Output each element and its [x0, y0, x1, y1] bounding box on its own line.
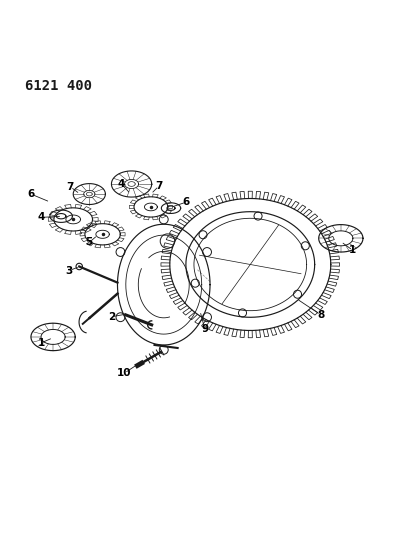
Text: 9: 9 [201, 324, 208, 334]
Text: 6: 6 [183, 197, 190, 207]
Text: 1: 1 [38, 338, 44, 348]
Text: 6121 400: 6121 400 [25, 79, 92, 93]
Text: 2: 2 [108, 312, 115, 322]
Text: 7: 7 [67, 182, 74, 192]
Text: 8: 8 [317, 310, 324, 320]
Text: 6: 6 [27, 189, 35, 199]
Text: 5: 5 [86, 237, 93, 247]
Text: 4: 4 [118, 179, 125, 189]
Text: 4: 4 [37, 213, 45, 222]
Text: 1: 1 [349, 245, 357, 255]
Text: 7: 7 [155, 181, 163, 191]
Text: 3: 3 [66, 265, 73, 276]
Text: 10: 10 [117, 368, 131, 378]
